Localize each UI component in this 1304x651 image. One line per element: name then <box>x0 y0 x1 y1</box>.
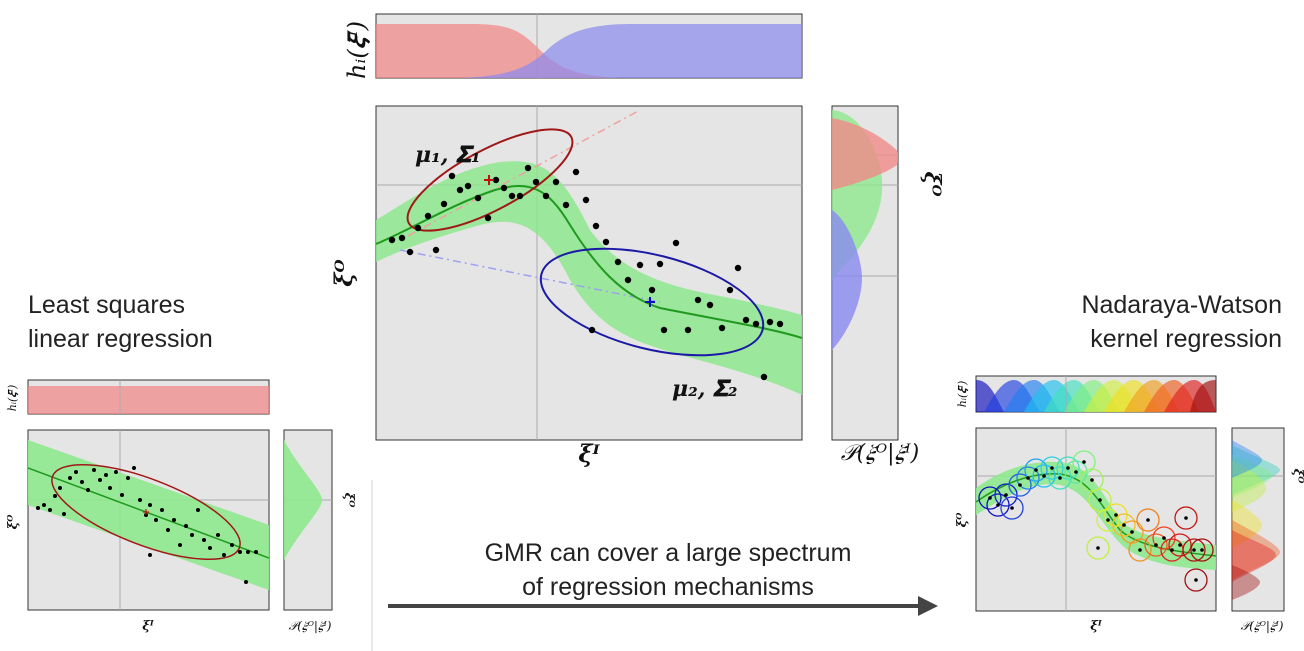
conditional-marginal-panel <box>831 105 899 441</box>
weight-curve-red <box>376 24 802 78</box>
left-h-label: hᵢ(𝝃ᴵ) <box>6 385 19 412</box>
dash-line-blue <box>399 249 661 303</box>
left-regression-line <box>28 467 269 559</box>
right-xi-out-marginal: 𝝃ᴼ <box>1290 469 1304 485</box>
left-title-line2: linear regression <box>28 325 213 353</box>
left-xi-out-marginal: 𝝃ᴼ <box>341 493 356 509</box>
left-plot <box>27 429 270 611</box>
left-conditional-label: 𝒫(𝝃ᴼ|𝝃ᴵ) <box>289 619 332 633</box>
weight-panel-top <box>375 13 803 79</box>
mean-marker-1 <box>484 175 494 185</box>
transition-arrow <box>388 596 938 616</box>
right-band <box>976 461 1216 570</box>
left-weight-panel <box>27 379 270 415</box>
right-marginal-panel <box>1231 427 1285 612</box>
right-panel-title: Nadaraya-Watson kernel regression <box>1032 288 1282 356</box>
gmr-regression-curve <box>376 185 802 339</box>
right-weight-panel <box>975 375 1217 413</box>
right-conditional-label: 𝒫(𝝃ᴼ|𝝃ᴵ) <box>1241 619 1284 633</box>
left-band <box>28 440 269 590</box>
left-title-line1: Least squares <box>28 291 186 319</box>
left-ellipse <box>51 463 241 561</box>
left-marginal-curve <box>284 440 322 560</box>
arrow-caption: GMR can cover a large spectrum of regres… <box>418 536 918 604</box>
right-plot <box>975 427 1217 612</box>
xi-out-label-main: 𝝃ᴼ <box>329 258 358 286</box>
xi-out-label-marginal: 𝝃ᴼ <box>919 171 945 196</box>
marginal-red <box>832 118 898 190</box>
right-data-points <box>988 460 1204 582</box>
h-weight-label: hᵢ(𝝃ᴵ) <box>343 21 371 79</box>
right-title-line2: kernel regression <box>1090 325 1282 353</box>
xi-in-label-main: 𝝃ᴵ <box>578 439 600 468</box>
gaussian-ellipse-2 <box>539 247 765 357</box>
weight-curve-blue <box>376 24 802 78</box>
gaussian-ellipse-1 <box>406 128 574 232</box>
dash-line-red <box>407 109 641 237</box>
left-xi-out-label: 𝝃ᴼ <box>6 514 21 530</box>
confidence-band <box>376 161 802 395</box>
left-marginal-panel <box>283 429 333 611</box>
mean-marker-2 <box>645 297 655 307</box>
right-xi-out-label: 𝝃ᴼ <box>955 512 970 528</box>
right-xi-in-label: 𝝃ᴵ <box>1090 619 1103 634</box>
arrow-caption-line1: GMR can cover a large spectrum <box>484 539 852 567</box>
arrow-caption-line2: of regression mechanisms <box>522 573 814 601</box>
right-h-label: hᵢ(𝝃ᴵ) <box>956 381 969 408</box>
left-xi-in-label: 𝝃ᴵ <box>142 619 155 634</box>
conditional-label-main: 𝒫(𝝃ᴼ|𝝃ᴵ) <box>841 441 919 466</box>
component1-label: 𝝁₁, 𝚺₁ <box>415 142 481 168</box>
component2-label: 𝝁₂, 𝚺₂ <box>672 376 738 402</box>
right-kernels <box>978 450 1214 592</box>
data-points-main <box>388 164 784 381</box>
marginal-blue <box>832 210 862 350</box>
right-title-line1: Nadaraya-Watson <box>1081 291 1282 319</box>
left-panel-title: Least squares linear regression <box>28 288 213 356</box>
main-plot <box>375 105 803 441</box>
left-data-points <box>36 466 258 584</box>
